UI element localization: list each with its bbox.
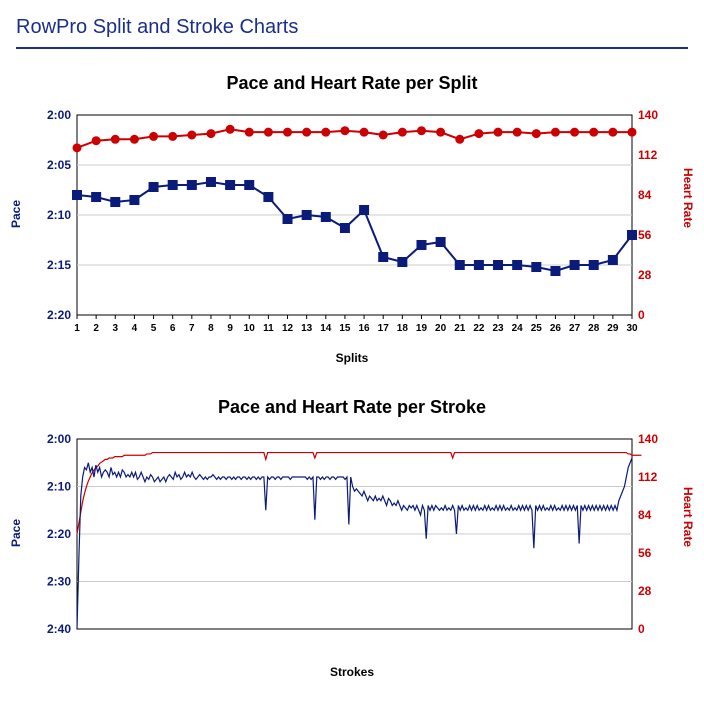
svg-text:27: 27	[569, 323, 581, 334]
chart-stroke-title: Pace and Heart Rate per Stroke	[22, 397, 682, 418]
svg-text:12: 12	[282, 323, 294, 334]
svg-text:17: 17	[378, 323, 390, 334]
svg-text:26: 26	[550, 323, 562, 334]
svg-text:8: 8	[208, 323, 214, 334]
svg-text:112: 112	[638, 470, 658, 484]
svg-text:84: 84	[638, 188, 652, 202]
svg-text:2:15: 2:15	[47, 258, 71, 272]
svg-text:6: 6	[170, 323, 176, 334]
svg-text:2:00: 2:00	[47, 434, 71, 446]
svg-text:4: 4	[132, 323, 138, 334]
svg-text:28: 28	[638, 584, 652, 598]
chart2-y-left-label: Pace	[9, 518, 23, 546]
page-title: RowPro Split and Stroke Charts	[16, 16, 688, 39]
title-rule	[16, 47, 688, 49]
svg-text:16: 16	[359, 323, 371, 334]
svg-text:20: 20	[435, 323, 447, 334]
svg-text:29: 29	[607, 323, 619, 334]
svg-text:2:00: 2:00	[47, 110, 71, 122]
svg-text:56: 56	[638, 546, 652, 560]
chart-split-frame: Pace Heart Rate 2:002:052:102:152:201401…	[22, 110, 682, 345]
svg-text:2:10: 2:10	[47, 208, 71, 222]
svg-text:7: 7	[189, 323, 195, 334]
chart1-x-label: Splits	[22, 351, 682, 365]
svg-text:5: 5	[151, 323, 157, 334]
svg-text:28: 28	[638, 268, 652, 282]
svg-text:3: 3	[112, 323, 118, 334]
svg-text:13: 13	[301, 323, 313, 334]
svg-text:0: 0	[638, 308, 645, 322]
svg-text:2:20: 2:20	[47, 308, 71, 322]
svg-text:56: 56	[638, 228, 652, 242]
svg-text:19: 19	[416, 323, 428, 334]
chart-split: Pace and Heart Rate per Split Pace Heart…	[22, 73, 682, 365]
svg-text:2:05: 2:05	[47, 158, 71, 172]
svg-text:15: 15	[339, 323, 351, 334]
svg-text:0: 0	[638, 622, 645, 636]
svg-text:21: 21	[454, 323, 466, 334]
svg-text:2:20: 2:20	[47, 527, 71, 541]
chart-stroke: Pace and Heart Rate per Stroke Pace Hear…	[22, 397, 682, 679]
svg-text:1: 1	[74, 323, 80, 334]
svg-text:14: 14	[320, 323, 332, 334]
svg-text:2:30: 2:30	[47, 575, 71, 589]
chart2-y-right-label: Heart Rate	[681, 486, 695, 546]
svg-text:9: 9	[227, 323, 233, 334]
svg-text:10: 10	[244, 323, 256, 334]
chart2-x-label: Strokes	[22, 665, 682, 679]
svg-text:25: 25	[531, 323, 543, 334]
svg-text:23: 23	[492, 323, 504, 334]
svg-text:112: 112	[638, 148, 658, 162]
svg-text:22: 22	[473, 323, 485, 334]
svg-text:140: 140	[638, 434, 658, 446]
svg-text:2:10: 2:10	[47, 480, 71, 494]
svg-text:18: 18	[397, 323, 409, 334]
chart-split-title: Pace and Heart Rate per Split	[22, 73, 682, 94]
chart-stroke-svg: 2:00 2:10 2:20 2:30 2:40 140 112 84 56 28 0	[22, 434, 682, 654]
svg-text:140: 140	[638, 110, 658, 122]
svg-text:11: 11	[263, 323, 274, 334]
chart-split-svg: 2:002:052:102:152:2014011284562801234567…	[22, 110, 682, 340]
svg-text:84: 84	[638, 508, 652, 522]
chart-stroke-frame: Pace Heart Rate 2:002:102:202:302:401401…	[22, 434, 682, 659]
chart1-y-right-label: Heart Rate	[681, 167, 695, 227]
svg-text:2: 2	[93, 323, 99, 334]
svg-text:24: 24	[512, 323, 524, 334]
chart1-y-left-label: Pace	[9, 199, 23, 227]
svg-text:2:40: 2:40	[47, 622, 71, 636]
svg-text:30: 30	[626, 323, 638, 334]
svg-text:28: 28	[588, 323, 600, 334]
